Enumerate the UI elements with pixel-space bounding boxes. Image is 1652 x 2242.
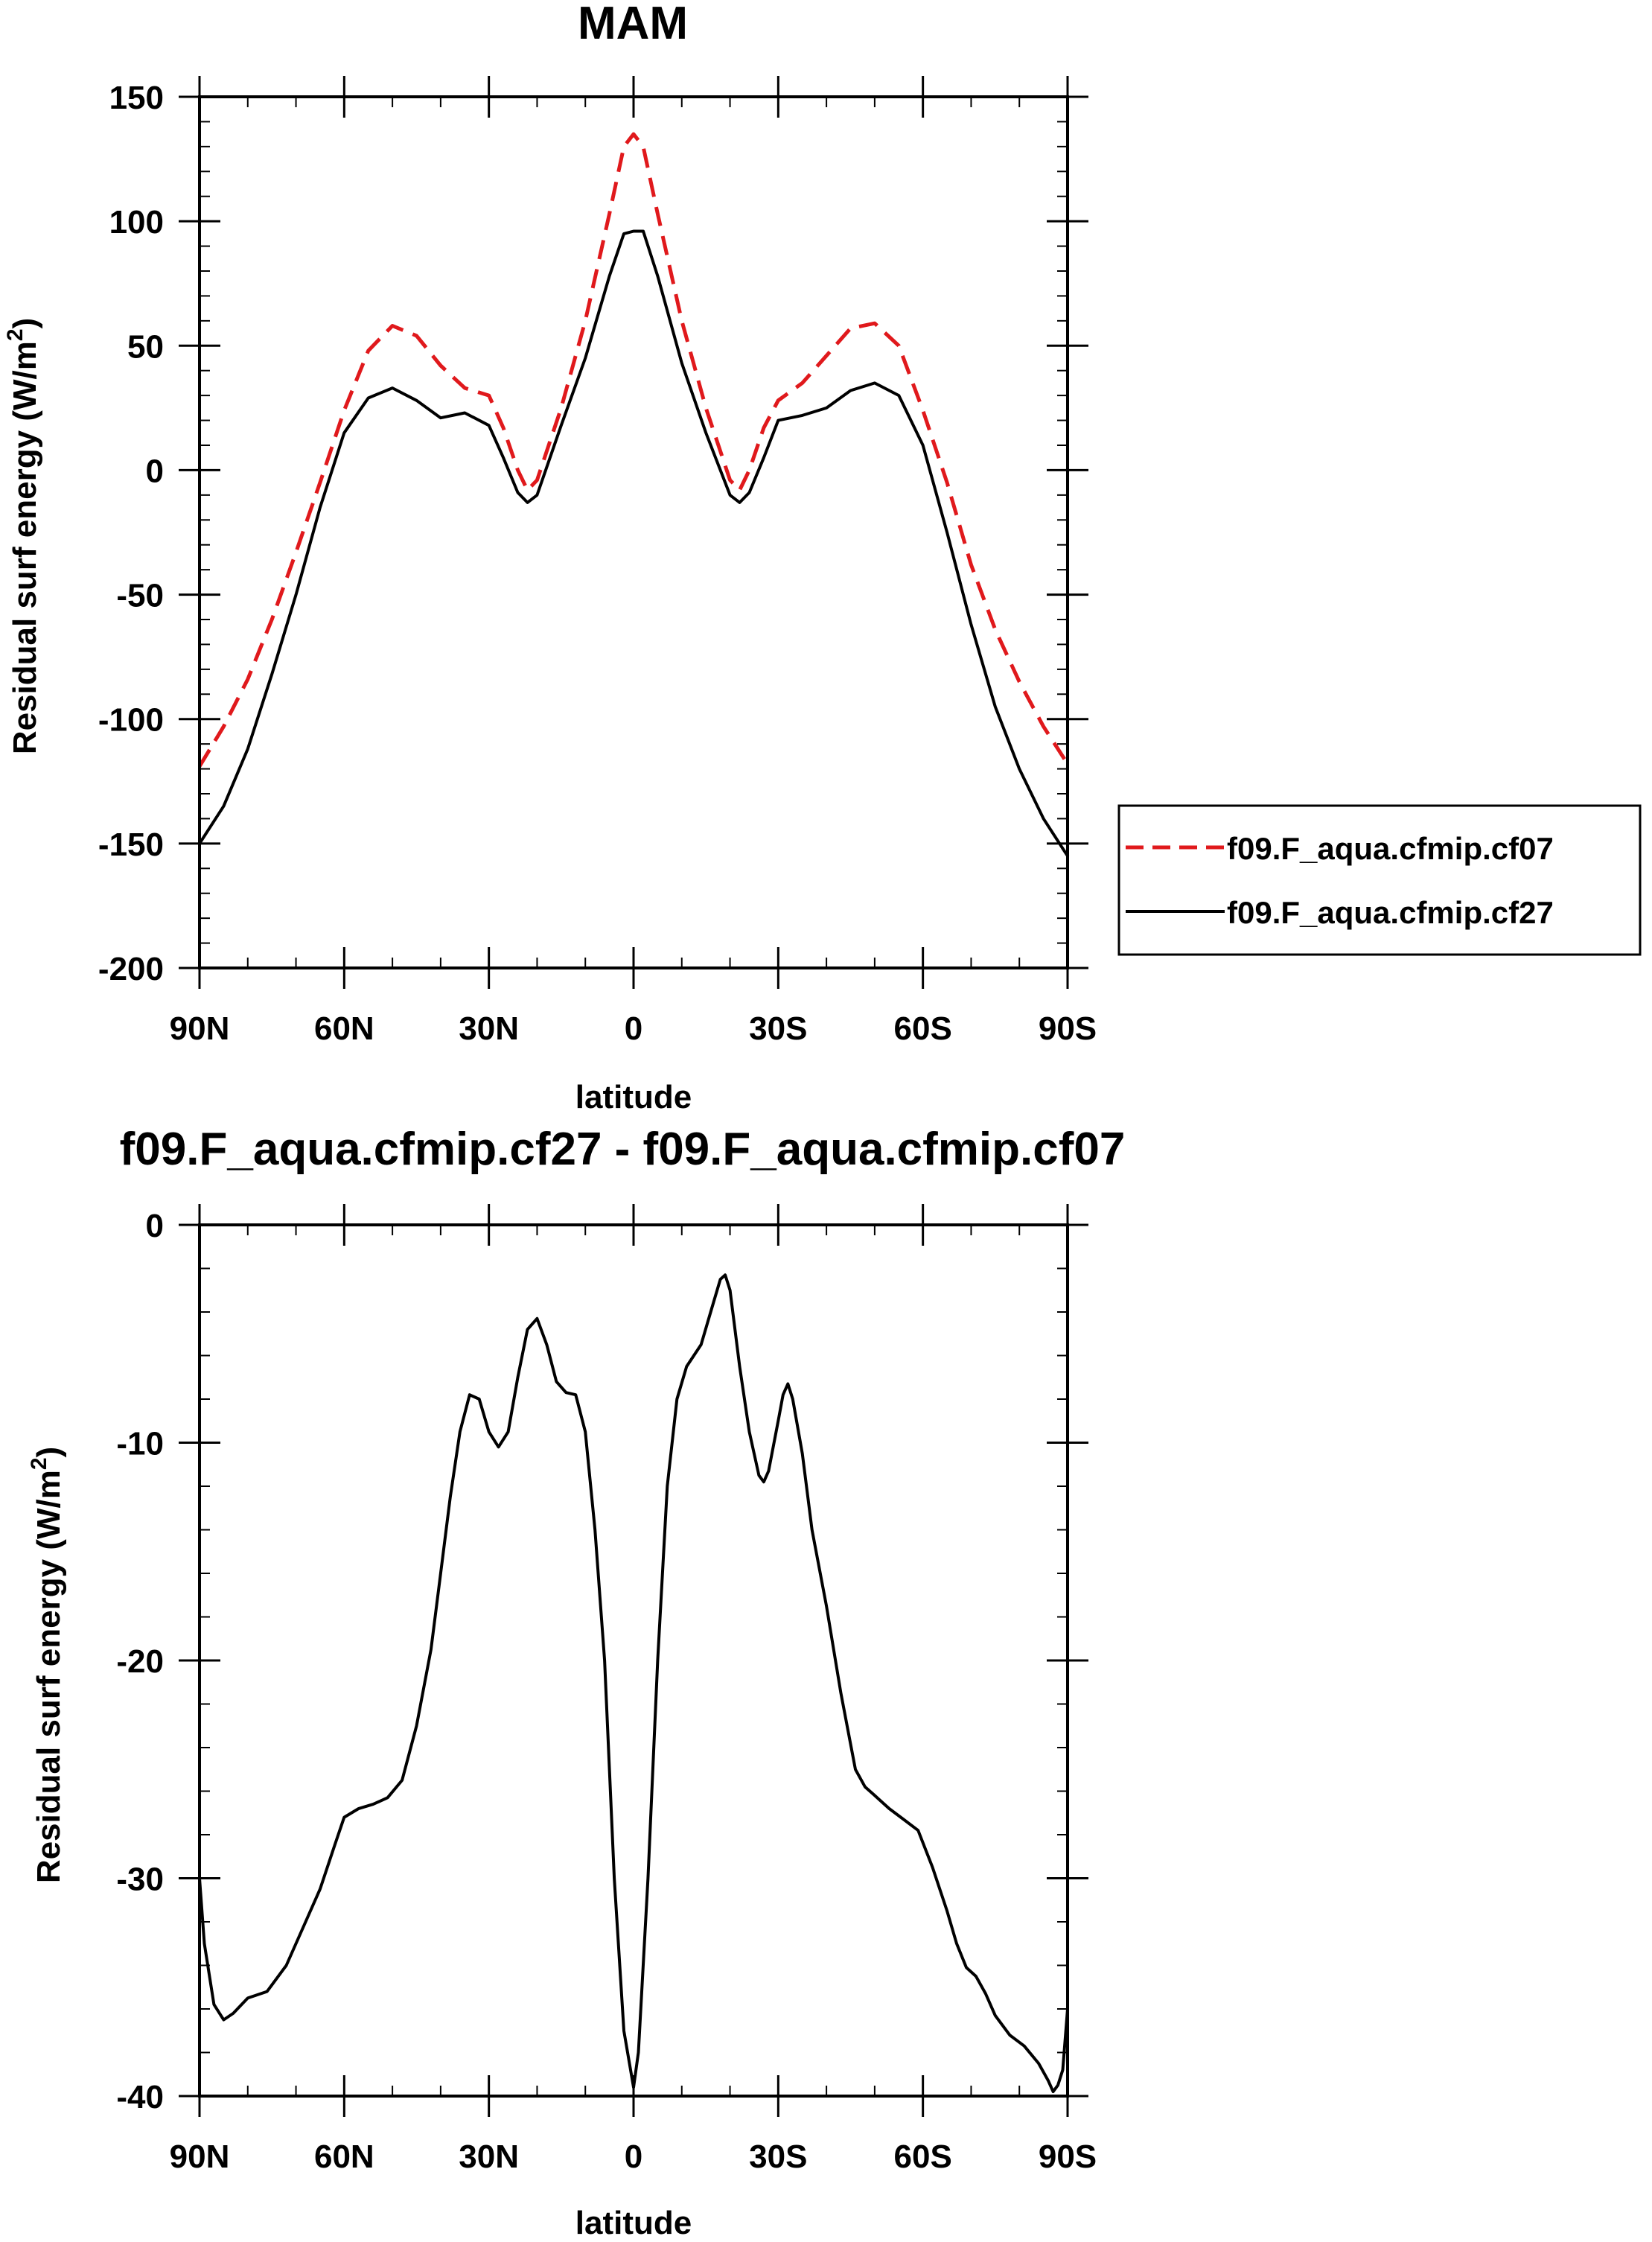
series-line-difference [198, 1273, 1069, 2094]
y-tick-label: -50 [116, 578, 164, 614]
top-plot-frame [198, 95, 1069, 969]
legend: f09.F_aqua.cfmip.cf07 f09.F_aqua.cfmip.c… [1117, 804, 1642, 956]
x-tick-label: 30N [459, 1010, 519, 1047]
legend-label-cf27: f09.F_aqua.cfmip.cf27 [1227, 895, 1554, 930]
y-tick-label: -30 [116, 1862, 164, 1898]
top-chart: MAM 150 100 50 0 -50 -100 -150 -200 90N 60N 30N 0 3… [3, 0, 1642, 1115]
top-y-axis-label-sup: 2 [3, 328, 28, 341]
y-tick-label: 0 [146, 1208, 164, 1244]
x-tick-label: 90S [1039, 1010, 1097, 1047]
x-tick-label: 60N [314, 1010, 374, 1047]
x-tick-label: 0 [625, 2139, 642, 2175]
series-line-f09-f-aqua-cfmip-cf07 [197, 132, 1070, 768]
y-tick-label: 50 [127, 328, 164, 365]
y-tick-label: -40 [116, 2079, 164, 2115]
top-tick-marks [179, 76, 1088, 989]
x-tick-label: 30N [459, 2139, 519, 2175]
x-tick-label: 90N [170, 2139, 230, 2175]
y-tick-label: 0 [146, 453, 164, 489]
top-y-axis-label-main: Residual surf energy (W/m [7, 341, 43, 754]
bottom-y-tick-labels: 0 -10 -20 -30 -40 [116, 1208, 164, 2115]
y-tick-label: -200 [98, 951, 164, 987]
x-tick-label: 90N [170, 1010, 230, 1047]
top-series-lines [197, 132, 1070, 858]
top-x-axis-label: latitude [575, 1079, 692, 1115]
series-line-f09-f-aqua-cfmip-cf27 [198, 229, 1069, 858]
bottom-chart: f09.F_aqua.cfmip.cf27 - f09.F_aqua.cfmip… [27, 1124, 1125, 2241]
y-tick-label: -20 [116, 1643, 164, 1680]
bottom-series-lines [198, 1273, 1069, 2094]
bottom-y-axis-label-close: ) [31, 1447, 67, 1458]
x-tick-label: 30S [749, 1010, 807, 1047]
top-y-tick-labels: 150 100 50 0 -50 -100 -150 -200 [98, 80, 164, 987]
x-tick-label: 60S [894, 1010, 952, 1047]
top-y-axis-label: Residual surf energy (W/m2) [3, 318, 43, 754]
bottom-y-axis-label-main: Residual surf energy (W/m [31, 1470, 67, 1883]
top-y-axis-label-close: ) [7, 318, 43, 329]
bottom-x-tick-labels: 90N 60N 30N 0 30S 60S 90S [170, 2139, 1097, 2175]
y-tick-label: 100 [109, 204, 164, 241]
top-chart-title: MAM [578, 0, 688, 49]
x-tick-label: 60N [314, 2139, 374, 2175]
y-tick-label: -150 [98, 827, 164, 863]
legend-box [1117, 804, 1642, 956]
x-tick-label: 90S [1039, 2139, 1097, 2175]
bottom-chart-title: f09.F_aqua.cfmip.cf27 - f09.F_aqua.cfmip… [120, 1124, 1126, 1175]
legend-label-cf07: f09.F_aqua.cfmip.cf07 [1227, 831, 1554, 866]
y-tick-label: 150 [109, 80, 164, 116]
bottom-plot-frame [198, 1223, 1069, 2098]
bottom-tick-marks [179, 1204, 1088, 2117]
top-x-tick-labels: 90N 60N 30N 0 30S 60S 90S [170, 1010, 1097, 1047]
y-tick-label: -10 [116, 1426, 164, 1462]
bottom-x-axis-label: latitude [575, 2205, 692, 2241]
bottom-y-axis-label: Residual surf energy (W/m2) [27, 1447, 67, 1883]
x-tick-label: 60S [894, 2139, 952, 2175]
y-tick-label: -100 [98, 702, 164, 739]
bottom-y-axis-label-sup: 2 [27, 1457, 51, 1470]
x-tick-label: 30S [749, 2139, 807, 2175]
x-tick-label: 0 [625, 1010, 642, 1047]
